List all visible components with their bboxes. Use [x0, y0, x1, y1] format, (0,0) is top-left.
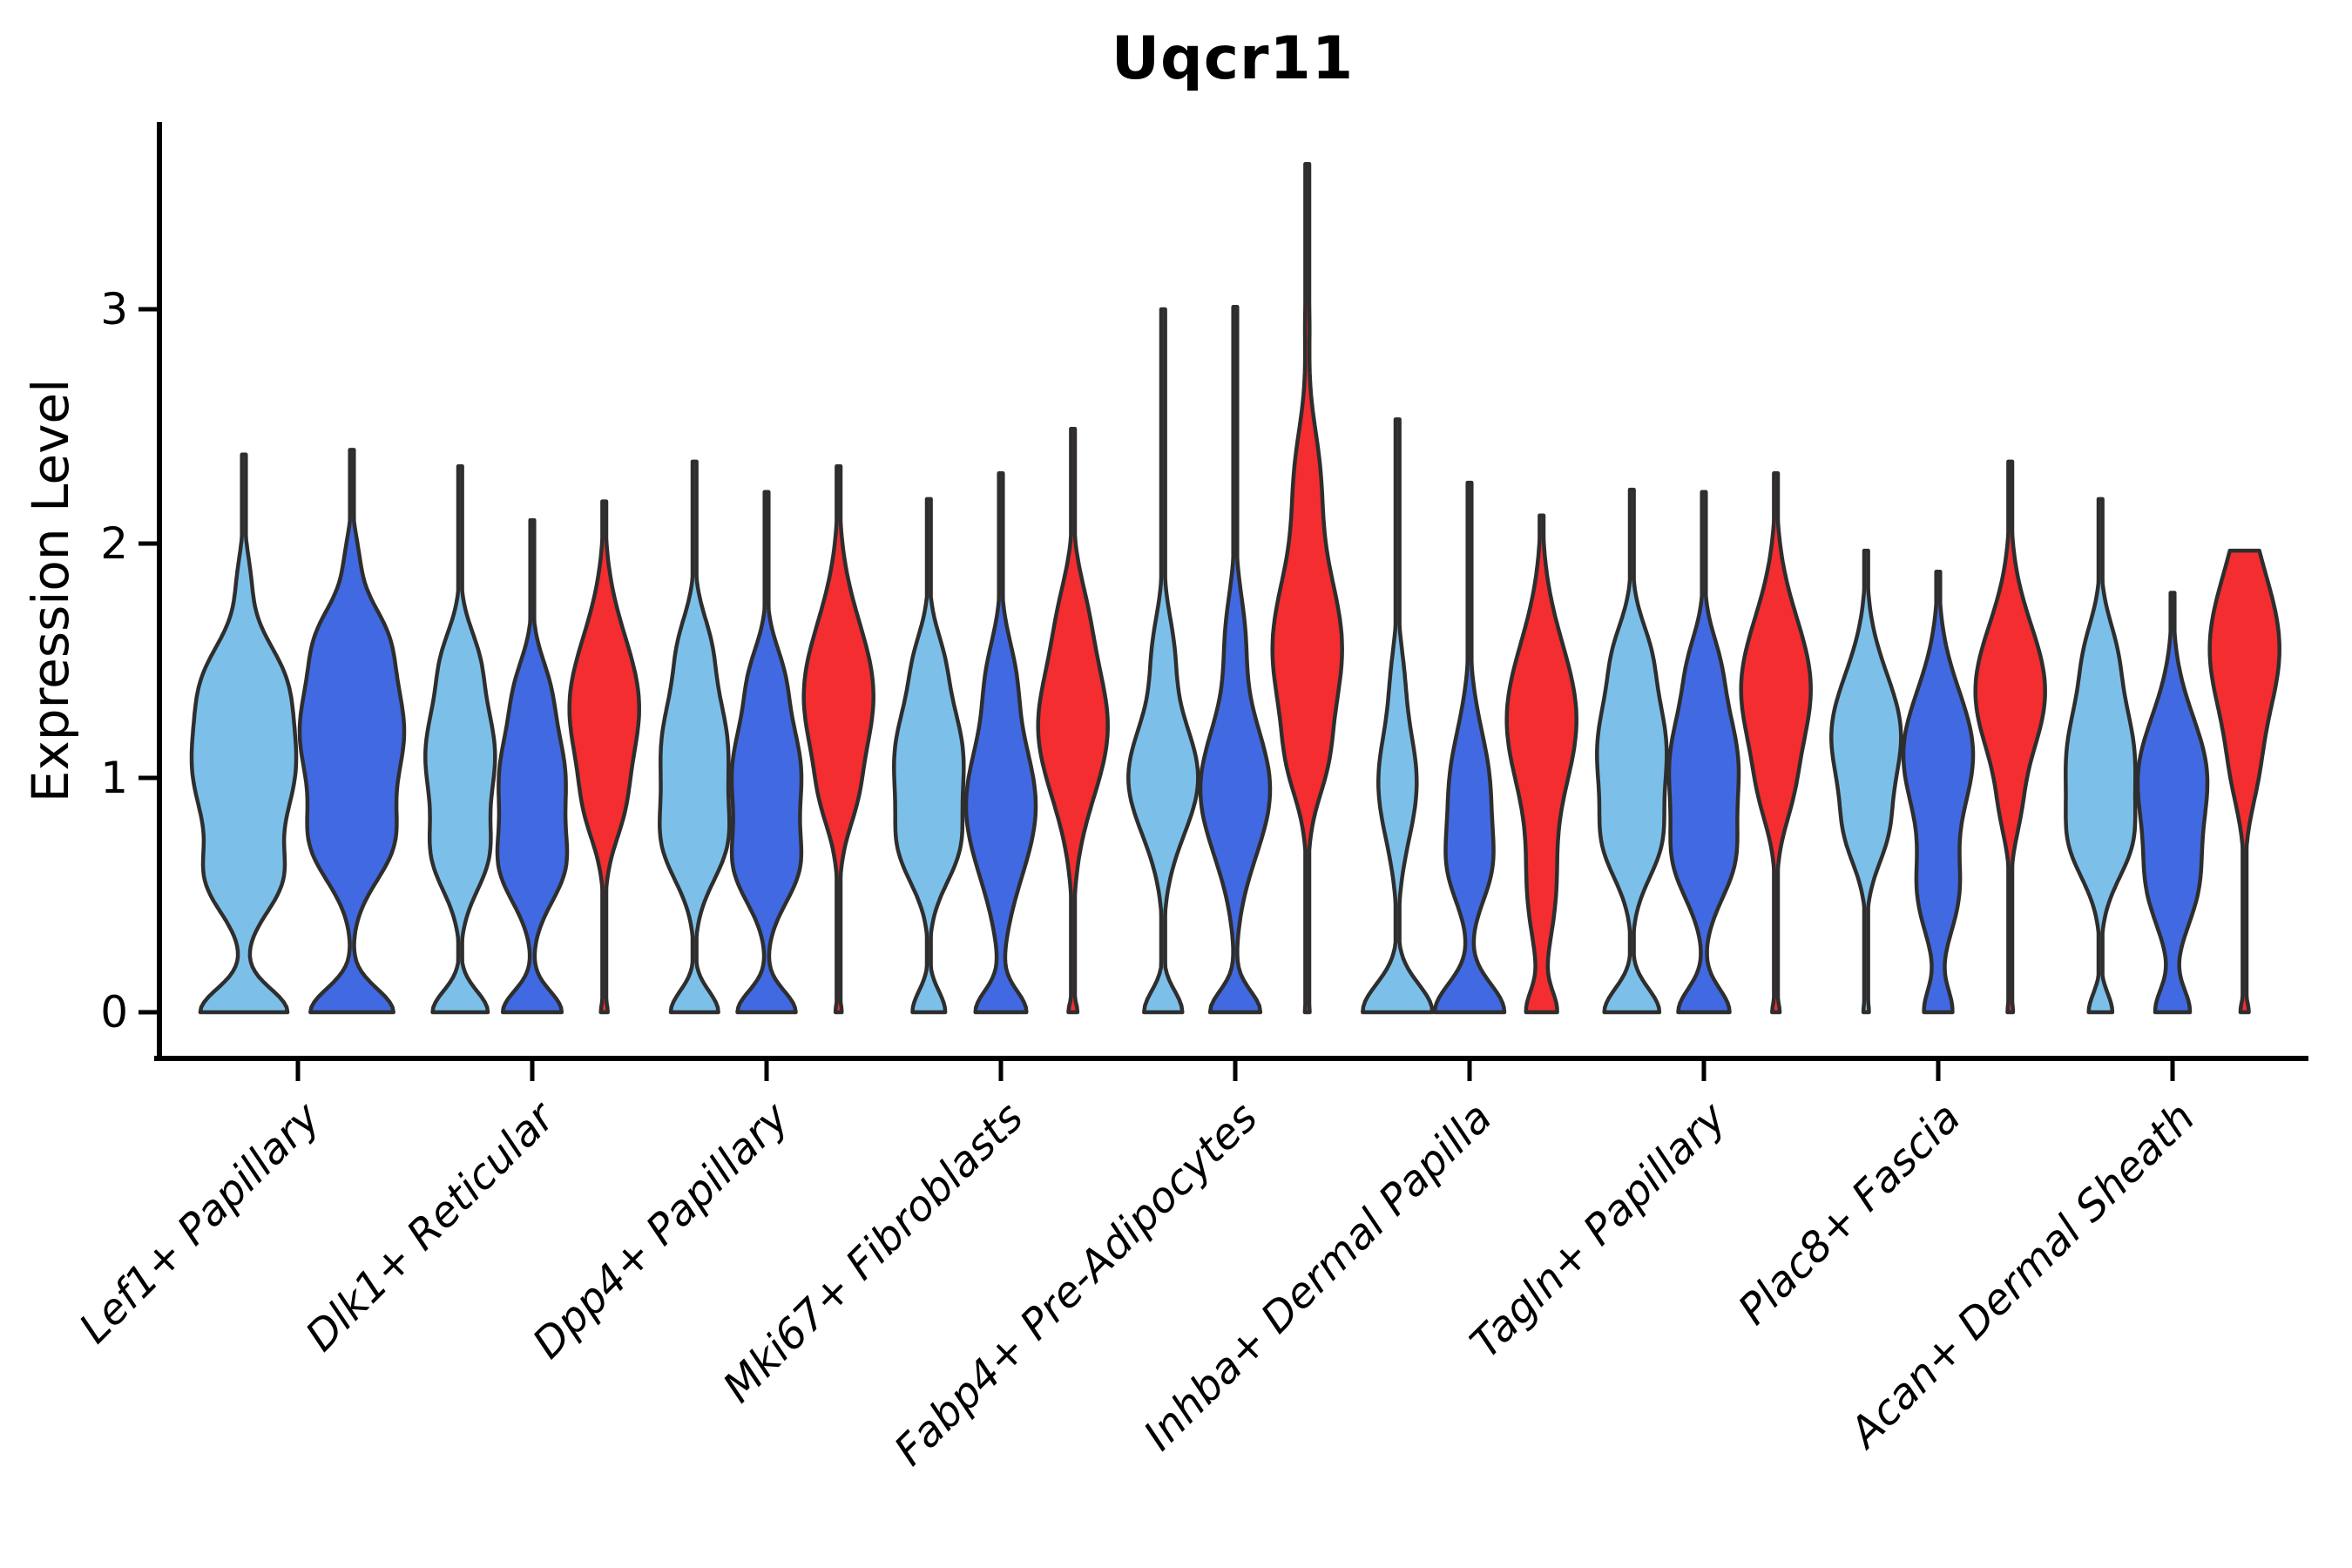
violin-9-dark_blue	[2135, 591, 2210, 1015]
chart-title: Uqcr11	[1111, 24, 1355, 93]
violin-1-dark_blue	[297, 448, 407, 1015]
violin-3-light_blue	[658, 459, 732, 1015]
violin-9-light_blue	[2064, 497, 2138, 1015]
violin-6-light_blue	[1361, 417, 1435, 1015]
violin-4-red	[1036, 426, 1110, 1015]
violin-6-dark_blue	[1432, 480, 1507, 1015]
y-tick-label: 2	[100, 518, 128, 569]
x-tick-label: Plac8+ Fascia	[1729, 1093, 1970, 1335]
violin-2-red	[567, 499, 641, 1015]
x-tick-label: Dlk1+ Reticular	[296, 1092, 566, 1362]
violin-9-red	[2207, 548, 2281, 1015]
y-tick-label: 3	[100, 284, 128, 335]
violin-8-light_blue	[1829, 548, 1903, 1015]
violin-2-dark_blue	[495, 517, 570, 1015]
violin-7-light_blue	[1595, 487, 1669, 1015]
violin-7-red	[1739, 471, 1813, 1015]
x-tick-label: Tagln+ Papillary	[1461, 1092, 1736, 1368]
violin-2-light_blue	[423, 463, 497, 1015]
violin-8-dark_blue	[1901, 570, 1976, 1015]
violin-3-dark_blue	[729, 490, 804, 1015]
violin-8-red	[1973, 459, 2047, 1015]
violin-6-red	[1504, 513, 1578, 1015]
violin-5-light_blue	[1126, 307, 1200, 1015]
violin-4-dark_blue	[963, 471, 1038, 1015]
violin-4-light_blue	[892, 497, 966, 1015]
y-tick-label: 0	[100, 987, 128, 1037]
x-tick-label: Dpp4+ Papillary	[524, 1092, 799, 1368]
violin-1-light_blue	[189, 452, 299, 1015]
violin-7-dark_blue	[1666, 490, 1741, 1015]
violin-3-red	[801, 463, 875, 1015]
violin-5-red	[1270, 161, 1344, 1015]
y-tick-label: 1	[100, 753, 128, 803]
violin-5-dark_blue	[1198, 305, 1273, 1015]
x-tick-label: Lef1+ Papillary	[70, 1092, 330, 1353]
